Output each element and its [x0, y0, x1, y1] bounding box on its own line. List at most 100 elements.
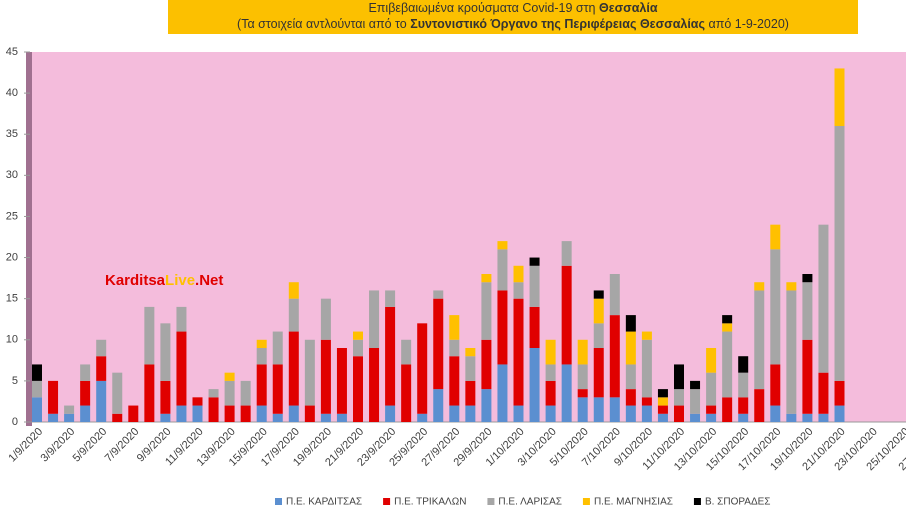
- bar-segment: [593, 298, 604, 324]
- chart-title: Επιβεβαιωμένα κρούσματα Covid-19 στη Θεσ…: [368, 1, 657, 15]
- bar-segment: [497, 290, 508, 365]
- bar-segment: [144, 306, 155, 365]
- bar-segment: [609, 315, 620, 398]
- bar-segment: [32, 397, 42, 422]
- bar-segment: [706, 348, 717, 373]
- title-part: (Τα στοιχεία αντλούνται από το: [237, 17, 410, 31]
- legend-label: Π.Ε. ΚΑΡΔΙΤΣΑΣ: [286, 497, 362, 508]
- bar-segment: [561, 265, 572, 365]
- bar-segment: [770, 364, 781, 406]
- bar-segment: [802, 339, 813, 414]
- x-tick-label: 1/9/2020: [6, 426, 45, 465]
- bar-segment: [465, 356, 476, 381]
- bar-segment: [417, 413, 428, 422]
- bar-segment: [256, 348, 267, 365]
- bar-segment: [320, 298, 331, 340]
- bar-segment: [449, 315, 460, 340]
- bar-segment: [288, 331, 299, 406]
- bar-segment: [545, 405, 556, 422]
- bar-segment: [577, 364, 588, 390]
- y-tick-label: 30: [6, 169, 18, 181]
- bar-segment: [272, 331, 283, 365]
- bar-segment: [690, 413, 701, 422]
- legend-label: Β. ΣΠΟΡΑΔΕΣ: [705, 497, 771, 508]
- legend-swatch: [693, 498, 701, 505]
- bar-segment: [465, 380, 476, 406]
- chart-title: (Τα στοιχεία αντλούνται από το Συντονιστ…: [237, 17, 789, 31]
- bar-segment: [657, 413, 668, 422]
- bar-segment: [176, 306, 187, 332]
- bar-segment: [674, 364, 684, 390]
- y-tick-label: 10: [6, 334, 18, 346]
- bar-segment: [657, 405, 668, 414]
- bar-segment: [385, 290, 396, 307]
- bar-segment: [786, 282, 797, 291]
- bar-segment: [609, 397, 620, 422]
- bar-segment: [433, 298, 444, 390]
- watermark-part: Karditsa: [105, 272, 166, 289]
- bar-segment: [770, 224, 781, 250]
- legend-label: Π.Ε. ΜΑΓΝΗΣΙΑΣ: [594, 497, 673, 508]
- bar-segment: [256, 405, 267, 422]
- bar-segment: [336, 413, 347, 422]
- bar-segment: [641, 339, 652, 398]
- bar-segment: [48, 413, 59, 422]
- bar-segment: [513, 265, 524, 283]
- bar-segment: [192, 397, 203, 406]
- x-tick-label: 7/9/2020: [103, 426, 142, 465]
- bar-segment: [304, 405, 315, 422]
- bar-segment: [802, 282, 813, 340]
- bar-segment: [256, 339, 267, 348]
- bar-segment: [112, 372, 123, 414]
- bar-segment: [706, 372, 717, 406]
- bar-segment: [369, 290, 380, 348]
- legend-swatch: [383, 498, 391, 505]
- bar-segment: [657, 397, 668, 406]
- bar-segment: [288, 282, 299, 299]
- bar-segment: [96, 380, 107, 422]
- plot-wall: [26, 52, 32, 426]
- bar-segment: [577, 339, 588, 365]
- bar-segment: [401, 364, 412, 422]
- bar-segment: [256, 364, 267, 406]
- bar-segment: [224, 380, 235, 406]
- y-tick-label: 25: [6, 210, 18, 222]
- legend-label: Π.Ε. ΤΡΙΚΑΛΩΝ: [394, 497, 466, 508]
- bar-segment: [674, 405, 684, 422]
- bar-segment: [80, 405, 91, 422]
- bar-segment: [80, 364, 91, 381]
- bar-segment: [529, 257, 540, 266]
- bar-segment: [818, 372, 829, 414]
- bar-segment: [160, 323, 171, 381]
- bar-segment: [641, 331, 652, 340]
- bar-segment: [770, 405, 781, 422]
- bar-segment: [657, 389, 668, 398]
- bar-segment: [609, 274, 620, 316]
- bar-segment: [64, 413, 75, 422]
- bar-segment: [481, 339, 492, 390]
- bar-segment: [738, 356, 749, 373]
- bar-segment: [690, 389, 701, 414]
- bar-segment: [192, 405, 203, 422]
- bar-segment: [593, 290, 604, 299]
- bar-segment: [577, 389, 588, 398]
- bar-segment: [722, 323, 733, 332]
- bar-segment: [481, 274, 492, 283]
- bar-segment: [690, 380, 701, 390]
- bar-segment: [288, 405, 299, 422]
- bar-segment: [417, 323, 428, 414]
- bar-segment: [449, 339, 460, 357]
- bar-segment: [834, 380, 845, 406]
- bar-segment: [513, 282, 524, 299]
- bar-segment: [32, 364, 42, 381]
- bar-segment: [625, 315, 636, 332]
- bar-segment: [802, 274, 813, 283]
- bar-segment: [738, 397, 749, 414]
- bar-segment: [224, 405, 235, 422]
- bar-segment: [336, 348, 347, 414]
- bar-segment: [545, 364, 556, 381]
- y-tick-label: 5: [12, 375, 18, 387]
- bar-segment: [738, 372, 749, 398]
- y-tick-label: 15: [6, 293, 18, 305]
